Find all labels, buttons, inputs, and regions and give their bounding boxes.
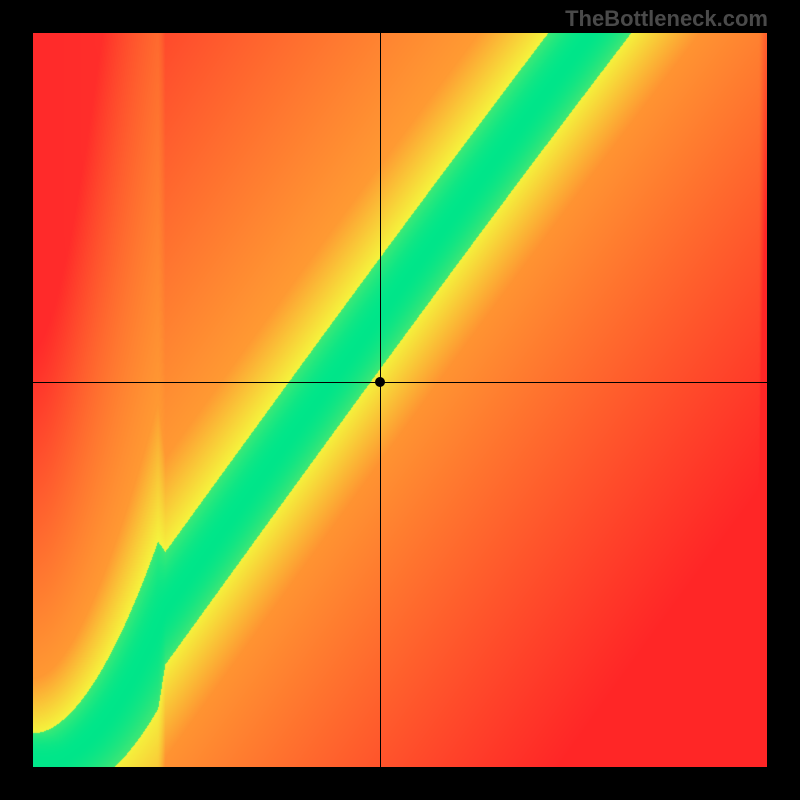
crosshair-horizontal (33, 382, 767, 383)
plot-area (33, 33, 767, 767)
heatmap-canvas (33, 33, 767, 767)
crosshair-vertical (380, 33, 381, 767)
watermark-text: TheBottleneck.com (565, 6, 768, 32)
